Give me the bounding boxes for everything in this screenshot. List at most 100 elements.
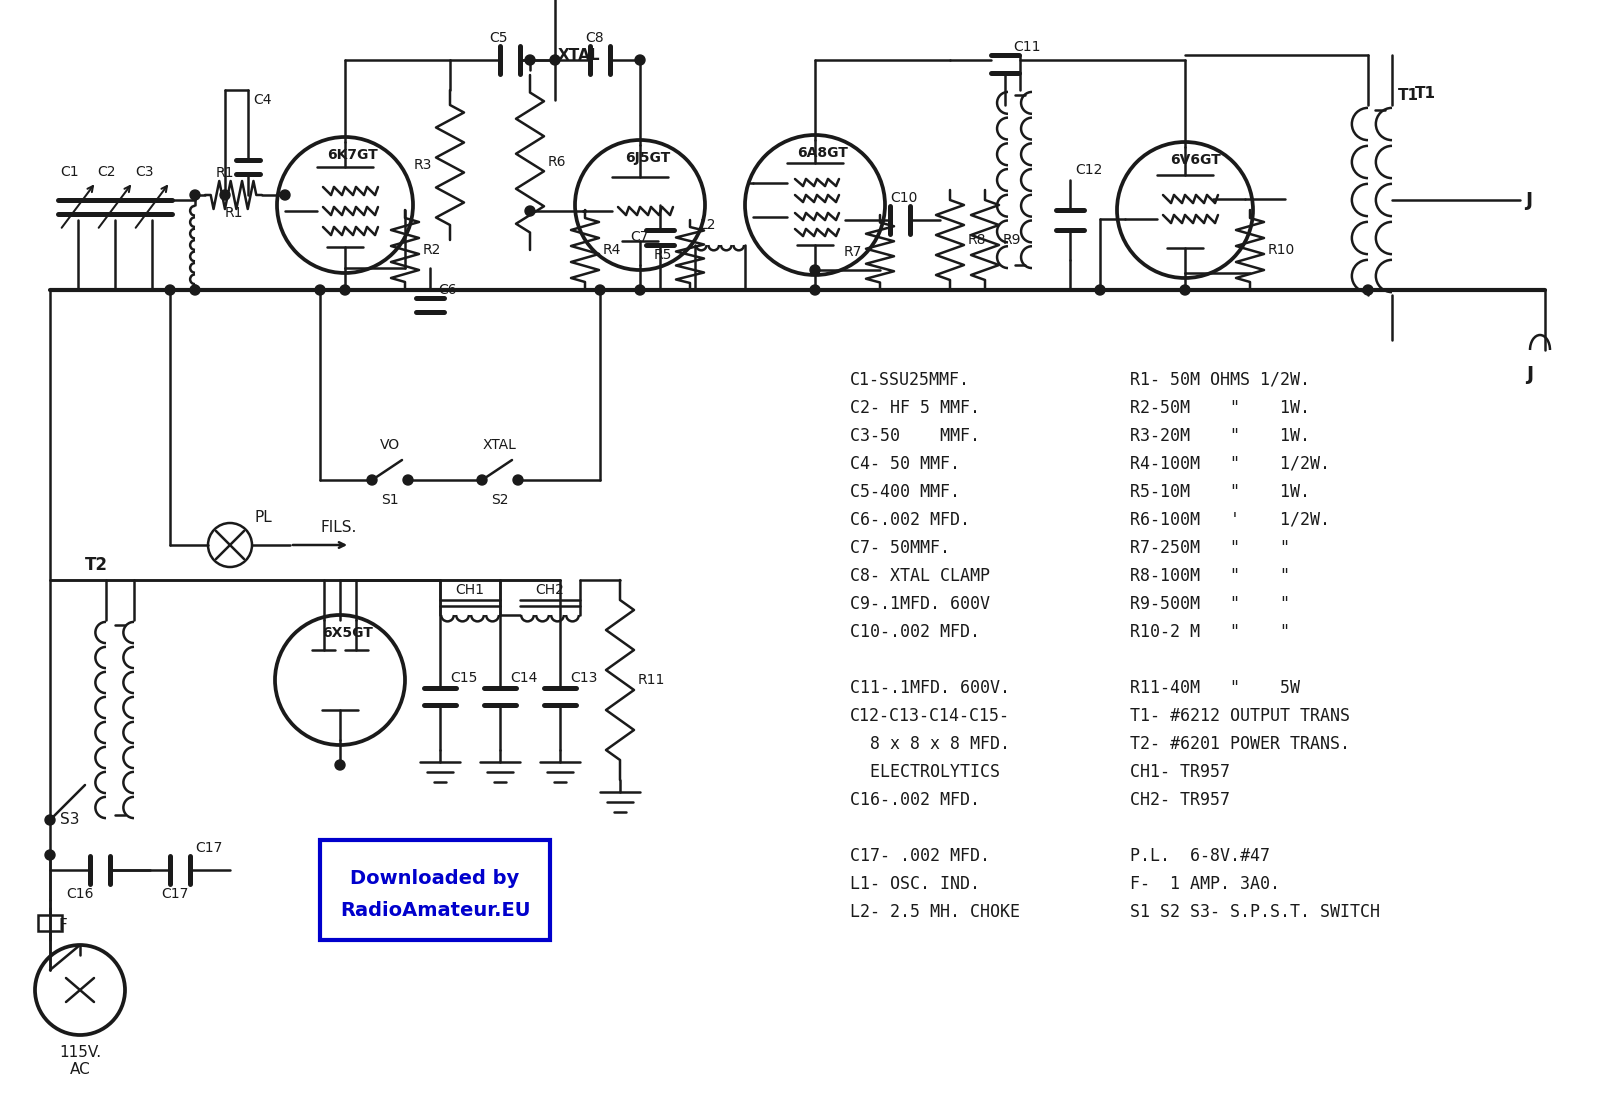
Text: C14: C14 <box>510 671 538 685</box>
Text: CH2: CH2 <box>536 583 565 597</box>
Text: 6K7GT: 6K7GT <box>326 148 378 162</box>
Text: R7: R7 <box>843 245 862 259</box>
Text: R8: R8 <box>968 233 987 247</box>
Circle shape <box>477 475 486 485</box>
Circle shape <box>810 286 819 295</box>
Circle shape <box>366 475 378 485</box>
Circle shape <box>1181 286 1190 295</box>
Circle shape <box>574 140 706 270</box>
Text: C15: C15 <box>450 671 477 685</box>
Text: R1: R1 <box>224 206 243 220</box>
Circle shape <box>810 265 819 275</box>
Text: R10-2 M   "    ": R10-2 M " " <box>1130 622 1290 641</box>
Text: R2-50M    "    1W.: R2-50M " 1W. <box>1130 399 1310 417</box>
Circle shape <box>403 475 413 485</box>
Text: CH1: CH1 <box>456 583 485 597</box>
Text: R3-20M    "    1W.: R3-20M " 1W. <box>1130 427 1310 445</box>
Text: T1- #6212 OUTPUT TRANS: T1- #6212 OUTPUT TRANS <box>1130 707 1350 725</box>
Text: C13: C13 <box>570 671 597 685</box>
Text: C9-.1MFD. 600V: C9-.1MFD. 600V <box>850 595 990 613</box>
Circle shape <box>635 286 645 295</box>
Text: T1: T1 <box>1414 85 1437 101</box>
Circle shape <box>35 945 125 1035</box>
Text: C8- XTAL CLAMP: C8- XTAL CLAMP <box>850 567 990 585</box>
Text: L1- OSC. IND.: L1- OSC. IND. <box>850 875 979 893</box>
Text: CH1- TR957: CH1- TR957 <box>1130 763 1230 781</box>
Circle shape <box>334 760 346 770</box>
Text: C3-50    MMF.: C3-50 MMF. <box>850 427 979 445</box>
Circle shape <box>595 286 605 295</box>
Text: C1: C1 <box>61 165 80 179</box>
Circle shape <box>315 286 325 295</box>
Text: C10: C10 <box>890 191 917 205</box>
Text: C10-.002 MFD.: C10-.002 MFD. <box>850 622 979 641</box>
Circle shape <box>221 190 230 200</box>
Text: C4- 50 MMF.: C4- 50 MMF. <box>850 455 960 473</box>
Text: C16-.002 MFD.: C16-.002 MFD. <box>850 791 979 808</box>
Text: 6V6GT: 6V6GT <box>1170 153 1221 167</box>
Text: R1- 50M OHMS 1/2W.: R1- 50M OHMS 1/2W. <box>1130 371 1310 389</box>
Text: S3: S3 <box>61 813 80 827</box>
Circle shape <box>275 615 405 745</box>
Text: C17: C17 <box>195 841 222 856</box>
Text: R11-40M   "    5W: R11-40M " 5W <box>1130 679 1299 697</box>
Text: L2- 2.5 MH. CHOKE: L2- 2.5 MH. CHOKE <box>850 903 1021 921</box>
Text: R9: R9 <box>1003 233 1021 247</box>
Text: C6-.002 MFD.: C6-.002 MFD. <box>850 511 970 529</box>
Text: R6-100M   '    1/2W.: R6-100M ' 1/2W. <box>1130 511 1330 529</box>
Text: 6J5GT: 6J5GT <box>626 151 670 165</box>
Text: XTAL: XTAL <box>558 47 600 62</box>
Text: XTAL: XTAL <box>483 438 517 452</box>
Text: R9-500M   "    ": R9-500M " " <box>1130 595 1290 613</box>
Circle shape <box>45 850 54 860</box>
Text: P.L.  6-8V.#47: P.L. 6-8V.#47 <box>1130 847 1270 865</box>
Text: C17- .002 MFD.: C17- .002 MFD. <box>850 847 990 865</box>
Bar <box>320 840 550 940</box>
Text: FILS.: FILS. <box>320 520 357 535</box>
Text: 8 x 8 x 8 MFD.: 8 x 8 x 8 MFD. <box>850 735 1010 753</box>
Text: R4-100M   "    1/2W.: R4-100M " 1/2W. <box>1130 455 1330 473</box>
Text: R10: R10 <box>1267 243 1296 257</box>
Text: L2: L2 <box>701 218 717 232</box>
Circle shape <box>746 135 885 275</box>
Text: CH2- TR957: CH2- TR957 <box>1130 791 1230 808</box>
Text: F: F <box>58 918 67 932</box>
Text: J: J <box>1526 365 1533 384</box>
Circle shape <box>339 286 350 295</box>
Text: VO: VO <box>379 438 400 452</box>
Text: R4: R4 <box>603 243 621 257</box>
Text: C12: C12 <box>1075 163 1102 177</box>
Text: C7- 50MMF.: C7- 50MMF. <box>850 539 950 557</box>
Bar <box>38 915 62 931</box>
Text: C5: C5 <box>488 31 507 45</box>
Circle shape <box>1363 286 1373 295</box>
Text: C8: C8 <box>586 31 605 45</box>
Text: C4: C4 <box>253 93 272 107</box>
Circle shape <box>280 190 290 200</box>
Text: Downloaded by: Downloaded by <box>350 869 520 887</box>
Text: 6A8GT: 6A8GT <box>797 146 848 160</box>
Text: C1-SSU25MMF.: C1-SSU25MMF. <box>850 371 970 389</box>
Text: S1 S2 S3- S.P.S.T. SWITCH: S1 S2 S3- S.P.S.T. SWITCH <box>1130 903 1379 921</box>
Circle shape <box>277 137 413 274</box>
Text: ELECTROLYTICS: ELECTROLYTICS <box>850 763 1000 781</box>
Circle shape <box>190 190 200 200</box>
Text: C5-400 MMF.: C5-400 MMF. <box>850 482 960 501</box>
Text: C16: C16 <box>66 887 94 901</box>
Text: C12-C13-C14-C15-: C12-C13-C14-C15- <box>850 707 1010 725</box>
Text: R8-100M   "    ": R8-100M " " <box>1130 567 1290 585</box>
Circle shape <box>165 286 174 295</box>
Text: R11: R11 <box>638 673 666 687</box>
Circle shape <box>525 55 534 65</box>
Text: PL: PL <box>254 510 272 524</box>
Text: C2: C2 <box>98 165 117 179</box>
Text: R5-10M    "    1W.: R5-10M " 1W. <box>1130 482 1310 501</box>
Text: 6X5GT: 6X5GT <box>322 626 373 640</box>
Circle shape <box>1094 286 1106 295</box>
Text: C17: C17 <box>162 887 189 901</box>
Text: R7-250M   "    ": R7-250M " " <box>1130 539 1290 557</box>
Circle shape <box>190 286 200 295</box>
Text: R6: R6 <box>547 155 566 170</box>
Text: S1: S1 <box>381 493 398 507</box>
Circle shape <box>514 475 523 485</box>
